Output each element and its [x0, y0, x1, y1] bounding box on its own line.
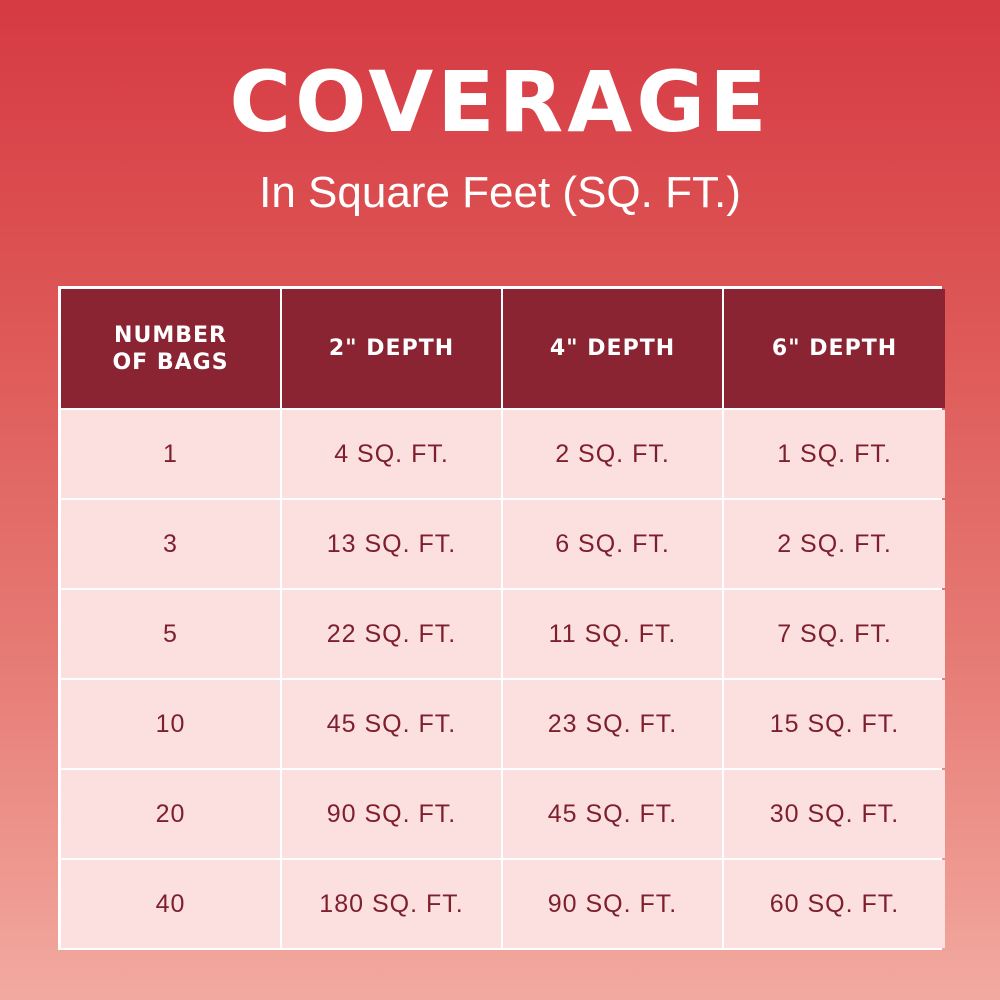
table-cell-depth-4: 45 SQ. FT. [503, 770, 722, 858]
column-header-depth-2: 2" DEPTH [282, 289, 501, 408]
coverage-table: NUMBER OF BAGS 2" DEPTH 4" DEPTH 6" DEPTH 1 4… [58, 286, 945, 950]
table-cell-depth-6: 2 SQ. FT. [724, 500, 945, 588]
page-title: COVERAGE [229, 53, 771, 151]
table-cell-depth-2: 45 SQ. FT. [282, 680, 501, 768]
column-header-depth-6: 6" DEPTH [724, 289, 945, 408]
table-cell-depth-6: 30 SQ. FT. [724, 770, 945, 858]
table-cell-depth-4: 6 SQ. FT. [503, 500, 722, 588]
table-cell-depth-4: 90 SQ. FT. [503, 860, 722, 948]
page-subtitle: In Square Feet (SQ. FT.) [259, 168, 741, 217]
table-cell-number-of-bags: 20 [61, 770, 280, 858]
column-header-number-of-bags: NUMBER OF BAGS [61, 289, 280, 408]
table-cell-depth-6: 1 SQ. FT. [724, 410, 945, 498]
table-cell-depth-2: 22 SQ. FT. [282, 590, 501, 678]
column-header-depth-4: 4" DEPTH [503, 289, 722, 408]
table-cell-depth-6: 15 SQ. FT. [724, 680, 945, 768]
table-cell-depth-2: 13 SQ. FT. [282, 500, 501, 588]
table-cell-number-of-bags: 1 [61, 410, 280, 498]
table-cell-depth-4: 11 SQ. FT. [503, 590, 722, 678]
table-cell-number-of-bags: 10 [61, 680, 280, 768]
table-cell-depth-4: 2 SQ. FT. [503, 410, 722, 498]
table-cell-depth-4: 23 SQ. FT. [503, 680, 722, 768]
table-cell-depth-2: 180 SQ. FT. [282, 860, 501, 948]
table-cell-depth-6: 7 SQ. FT. [724, 590, 945, 678]
table-cell-depth-6: 60 SQ. FT. [724, 860, 945, 948]
table-cell-number-of-bags: 40 [61, 860, 280, 948]
table-cell-number-of-bags: 5 [61, 590, 280, 678]
table-cell-number-of-bags: 3 [61, 500, 280, 588]
table-cell-depth-2: 90 SQ. FT. [282, 770, 501, 858]
table-cell-depth-2: 4 SQ. FT. [282, 410, 501, 498]
